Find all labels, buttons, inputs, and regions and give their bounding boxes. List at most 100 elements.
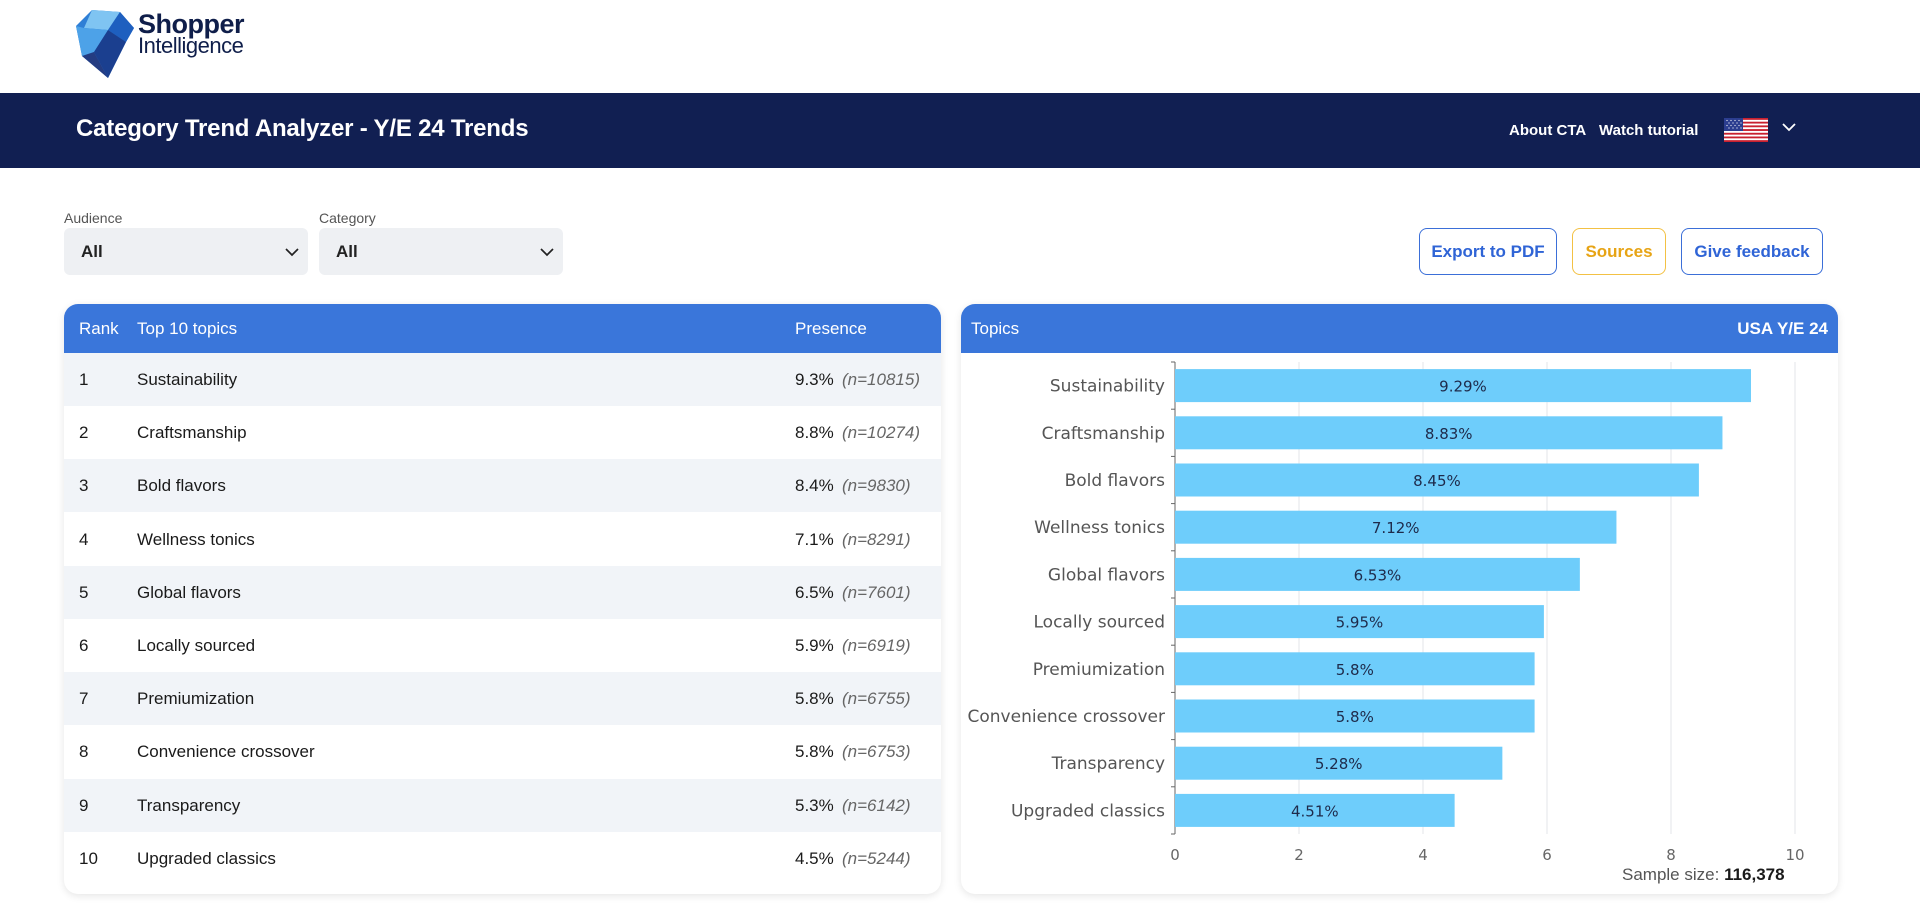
table-header: Rank Top 10 topics Presence (64, 304, 941, 353)
topic-cell: Premiumization (137, 689, 255, 709)
bar (1175, 416, 1723, 450)
data-label: 5.95% (1336, 614, 1384, 632)
rank-cell: 5 (79, 582, 89, 602)
data-label: 6.53% (1354, 566, 1402, 584)
category-label: Global flavors (1048, 565, 1165, 585)
export-pdf-button[interactable]: Export to PDF (1419, 228, 1557, 275)
sample-size-value: 116,378 (1724, 865, 1785, 884)
topic-cell: Wellness tonics (137, 529, 255, 549)
sample-count-cell: (n=5244) (842, 848, 911, 868)
presence-cell: 4.5% (795, 848, 834, 868)
chevron-down-icon[interactable] (1780, 118, 1798, 136)
presence-cell: 8.4% (795, 476, 834, 496)
sample-count-cell: (n=6142) (842, 795, 911, 815)
rank-column-header[interactable]: Rank (79, 319, 119, 338)
topics-bar-chart: 0 2 4 6 8 10 Sustainability 9.29% Craftsmanship 8… (968, 361, 1805, 863)
data-label: 8.83% (1425, 425, 1473, 443)
table-row[interactable]: 5 Global flavors 6.5% (n=7601) (64, 565, 941, 619)
table-row[interactable]: 1 Sustainability 9.3% (n=10815) (64, 353, 941, 406)
brand-logo[interactable]: Shopper Intelligence (74, 8, 245, 80)
category-label: Upgraded classics (1011, 801, 1165, 821)
presence-cell: 5.8% (795, 689, 834, 709)
table-row[interactable]: 6 Locally sourced 5.9% (n=6919) (64, 619, 941, 672)
bar (1175, 793, 1455, 827)
table-row[interactable]: 9 Transparency 5.3% (n=6142) (64, 778, 941, 832)
x-tick-label: 0 (1170, 846, 1180, 863)
rank-cell: 10 (79, 848, 98, 868)
sources-button[interactable]: Sources (1572, 228, 1666, 275)
chevron-down-icon (540, 248, 554, 257)
category-label: Wellness tonics (1034, 518, 1165, 538)
topic-column-header[interactable]: Top 10 topics (137, 319, 238, 338)
sample-count-cell: (n=9830) (842, 476, 911, 496)
topic-cell: Locally sourced (137, 636, 256, 655)
category-label: Craftsmanship (1042, 424, 1165, 444)
rank-cell: 1 (79, 370, 89, 389)
category-select[interactable]: All (319, 228, 563, 275)
app-header: Category Trend Analyzer - Y/E 24 Trends … (0, 93, 1920, 168)
sample-count-cell: (n=8291) (842, 529, 911, 549)
data-label: 7.12% (1372, 519, 1420, 537)
rank-cell: 2 (79, 423, 89, 443)
category-label: Premiumization (1033, 660, 1165, 680)
sample-count-cell: (n=6753) (842, 742, 911, 762)
bar (1175, 510, 1617, 544)
logo-bar: Shopper Intelligence (0, 0, 1920, 93)
category-value: All (336, 242, 358, 261)
data-label: 5.8% (1336, 661, 1374, 679)
category-label: Convenience crossover (968, 707, 1166, 727)
table-row[interactable]: 3 Bold flavors 8.4% (n=9830) (64, 459, 941, 513)
table-row[interactable]: 8 Convenience crossover 5.8% (n=6753) (64, 725, 941, 778)
bar (1175, 557, 1580, 591)
bar (1175, 605, 1544, 639)
rank-cell: 9 (79, 795, 89, 815)
sample-count-cell: (n=6919) (842, 636, 911, 655)
sample-count-cell: (n=10274) (842, 423, 920, 443)
sample-size: Sample size: 116,378 (1622, 865, 1785, 885)
table-row[interactable]: 10 Upgraded classics 4.5% (n=5244) (64, 832, 941, 885)
chart-panel-title: Topics (971, 319, 1020, 338)
presence-cell: 5.3% (795, 795, 834, 815)
about-cta-link[interactable]: About CTA (1509, 122, 1587, 139)
category-label: Category (319, 210, 376, 226)
data-label: 4.51% (1291, 802, 1339, 820)
topics-table: Rank Top 10 topics Presence 1 Sustainabil… (64, 304, 941, 894)
topic-cell: Craftsmanship (137, 423, 247, 443)
gem-logo-icon (76, 10, 134, 78)
rank-cell: 8 (79, 742, 89, 762)
rank-cell: 3 (79, 476, 89, 496)
x-tick-label: 6 (1542, 846, 1552, 863)
presence-cell: 6.5% (795, 582, 834, 602)
chevron-down-icon (285, 248, 299, 257)
category-label: Locally sourced (1034, 613, 1166, 633)
sample-count-cell: (n=10815) (842, 370, 920, 389)
table-row[interactable]: 7 Premiumization 5.8% (n=6755) (64, 672, 941, 726)
rank-cell: 6 (79, 636, 89, 655)
audience-value: All (81, 242, 103, 261)
table-row[interactable]: 4 Wellness tonics 7.1% (n=8291) (64, 513, 941, 566)
topic-cell: Transparency (137, 795, 241, 815)
page-title: Category Trend Analyzer - Y/E 24 Trends (76, 115, 529, 142)
data-label: 8.45% (1413, 472, 1461, 490)
sample-count-cell: (n=6755) (842, 689, 911, 709)
x-tick-label: 2 (1294, 846, 1304, 863)
presence-column-header[interactable]: Presence (795, 319, 867, 338)
topic-cell: Upgraded classics (137, 848, 276, 868)
presence-cell: 5.8% (795, 742, 834, 762)
data-label: 9.29% (1439, 378, 1487, 396)
brand-line-1: Shopper (138, 9, 245, 39)
audience-label: Audience (64, 210, 123, 226)
x-tick-label: 4 (1418, 846, 1428, 863)
watch-tutorial-link[interactable]: Watch tutorial (1599, 122, 1699, 139)
sample-count-cell: (n=7601) (842, 582, 911, 602)
us-flag-icon[interactable] (1724, 118, 1768, 142)
category-label: Sustainability (1050, 377, 1165, 397)
table-row[interactable]: 2 Craftsmanship 8.8% (n=10274) (64, 406, 941, 459)
audience-select[interactable]: All (64, 228, 308, 275)
bar (1175, 463, 1699, 497)
presence-cell: 8.8% (795, 423, 834, 443)
give-feedback-button[interactable]: Give feedback (1681, 228, 1823, 275)
presence-cell: 9.3% (795, 370, 834, 389)
rank-cell: 4 (79, 529, 89, 549)
presence-cell: 7.1% (795, 529, 834, 549)
